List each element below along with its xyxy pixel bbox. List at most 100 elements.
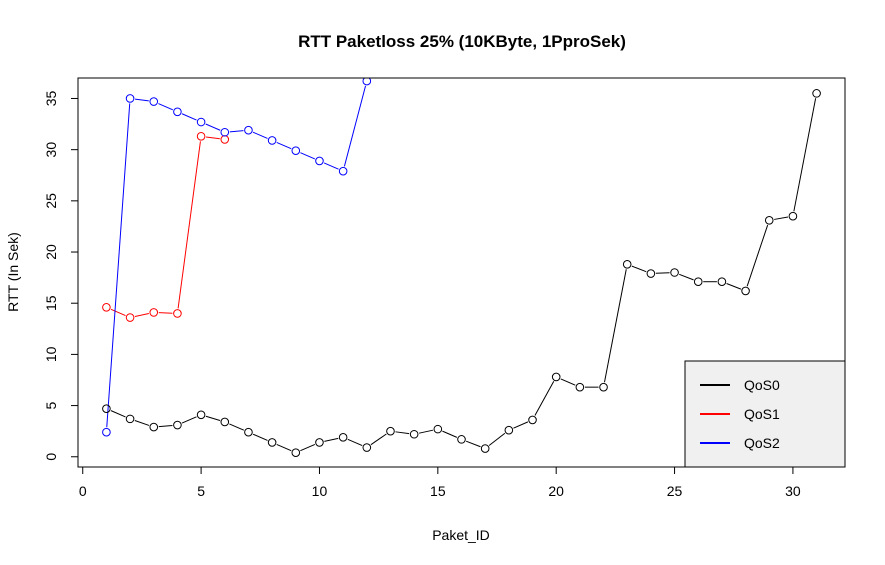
qos0-point bbox=[551, 372, 561, 382]
qos0-point bbox=[433, 424, 443, 434]
qos0-segment bbox=[746, 224, 769, 287]
qos0-point bbox=[575, 382, 585, 392]
qos1-point bbox=[196, 132, 206, 141]
qos0-segment bbox=[560, 378, 576, 386]
y-tick-label: 25 bbox=[43, 193, 59, 209]
qos0-point bbox=[741, 286, 750, 296]
qos0-segment bbox=[158, 424, 173, 428]
qos1-point bbox=[173, 309, 182, 318]
qos0-segment bbox=[465, 440, 481, 448]
qos0-point bbox=[220, 417, 230, 427]
qos2-segment bbox=[252, 131, 268, 139]
qos0-segment bbox=[442, 430, 458, 438]
qos1-segment bbox=[205, 136, 220, 140]
qos0-point bbox=[338, 433, 348, 442]
qos0-segment bbox=[205, 415, 221, 421]
qos2-point bbox=[267, 136, 277, 145]
chart-title: RTT Paketloss 25% (10KByte, 1PproSek) bbox=[298, 32, 626, 51]
qos0-segment bbox=[631, 265, 647, 273]
qos0-point bbox=[196, 410, 206, 420]
qos2-segment bbox=[229, 130, 244, 133]
qos0-segment bbox=[534, 381, 555, 416]
qos0-point bbox=[386, 426, 395, 436]
qos2-segment bbox=[181, 113, 197, 121]
qos0-point bbox=[315, 438, 324, 447]
qos0-segment bbox=[418, 429, 434, 434]
x-tick-label: 30 bbox=[785, 483, 801, 499]
y-tick-label: 35 bbox=[43, 90, 59, 106]
qos0-segment bbox=[726, 283, 742, 290]
qos0-point bbox=[646, 269, 656, 278]
qos0-segment bbox=[395, 431, 410, 435]
qos0-point bbox=[599, 382, 608, 392]
qos0-point bbox=[102, 404, 111, 413]
qos0-segment bbox=[370, 433, 387, 446]
legend: QoS0 QoS1 QoS2 bbox=[684, 360, 846, 468]
qos2-point bbox=[362, 78, 372, 86]
qos2-point bbox=[173, 107, 182, 117]
qos0-segment bbox=[110, 410, 126, 418]
qos1-point bbox=[220, 135, 230, 144]
x-tick-label: 5 bbox=[197, 483, 205, 499]
qos2-segment bbox=[158, 103, 174, 111]
y-tick-label: 0 bbox=[43, 453, 59, 461]
qos2-point bbox=[338, 166, 348, 176]
qos0-point bbox=[670, 268, 679, 277]
qos0-point bbox=[717, 277, 727, 287]
legend-label-qos2: QoS2 bbox=[744, 435, 780, 451]
qos1-segment bbox=[177, 141, 201, 309]
qos0-segment bbox=[603, 269, 627, 383]
qos2-point bbox=[196, 117, 206, 127]
y-axis-label: RTT (In Sek) bbox=[5, 232, 21, 312]
qos0-point bbox=[788, 211, 798, 221]
x-tick-label: 0 bbox=[79, 483, 87, 499]
x-tick-label: 15 bbox=[430, 483, 446, 499]
qos0-point bbox=[173, 420, 182, 430]
qos0-point bbox=[812, 89, 821, 98]
qos0-point bbox=[409, 429, 419, 439]
legend-label-qos1: QoS1 bbox=[744, 406, 780, 422]
y-tick-label: 15 bbox=[43, 295, 59, 311]
qos0-point bbox=[244, 427, 253, 437]
qos2-segment bbox=[300, 152, 316, 160]
qos0-segment bbox=[488, 432, 506, 446]
qos0-segment bbox=[134, 420, 150, 426]
plot-lines bbox=[106, 85, 817, 452]
qos0-segment bbox=[181, 416, 197, 424]
qos2-point bbox=[220, 127, 230, 137]
y-axis: 0 5 10 15 20 25 30 35 bbox=[43, 90, 79, 461]
qos0-point bbox=[480, 444, 490, 453]
qos2-point bbox=[291, 146, 301, 155]
qos2-segment bbox=[323, 162, 339, 170]
qos0-point bbox=[362, 443, 372, 452]
qos2-point bbox=[149, 97, 159, 106]
qos1-point bbox=[102, 303, 111, 312]
plot-points bbox=[102, 78, 821, 457]
qos0-segment bbox=[324, 437, 339, 442]
qos1-point bbox=[149, 308, 159, 317]
qos2-point bbox=[315, 156, 324, 166]
qos2-segment bbox=[134, 98, 149, 102]
y-tick-label: 5 bbox=[43, 401, 59, 409]
qos0-segment bbox=[347, 438, 363, 447]
qos1-segment bbox=[134, 312, 149, 317]
qos0-segment bbox=[793, 98, 817, 212]
y-tick-label: 30 bbox=[43, 142, 59, 158]
legend-label-qos0: QoS0 bbox=[744, 377, 780, 393]
qos0-point bbox=[528, 415, 537, 425]
qos0-segment bbox=[252, 433, 268, 441]
qos0-point bbox=[457, 435, 466, 444]
x-axis-label: Paket_ID bbox=[432, 527, 490, 543]
qos0-point bbox=[267, 438, 277, 447]
qos0-point bbox=[504, 425, 514, 435]
qos0-segment bbox=[513, 421, 529, 429]
qos2-segment bbox=[343, 85, 367, 167]
x-tick-label: 25 bbox=[667, 483, 683, 499]
qos0-point bbox=[764, 215, 774, 225]
qos0-segment bbox=[655, 272, 670, 274]
qos2-segment bbox=[276, 141, 292, 150]
qos0-point bbox=[125, 414, 135, 424]
qos1-segment bbox=[110, 308, 126, 317]
x-tick-label: 10 bbox=[312, 483, 328, 499]
